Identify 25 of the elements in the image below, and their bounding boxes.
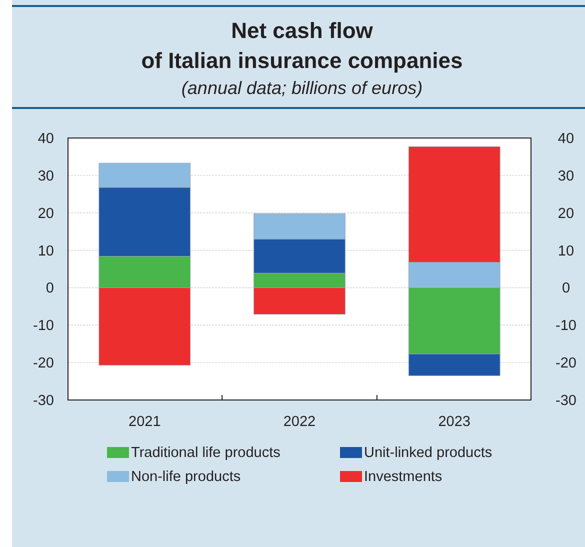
y2-tick-label: -10 — [556, 318, 576, 334]
legend-label: Investments — [364, 469, 442, 485]
legend-label: Traditional life products — [131, 445, 280, 461]
y-tick-label: 30 — [38, 168, 54, 184]
x-tick-label: 2022 — [283, 414, 316, 430]
y2-tick-label: 30 — [558, 168, 574, 184]
y2-tick-label: -30 — [556, 393, 576, 409]
legend-label: Unit-linked products — [364, 445, 492, 461]
y2-tick-label: 40 — [558, 131, 574, 147]
y-tick-label: 40 — [38, 131, 54, 147]
chart-subtitle: (annual data; billions of euros) — [181, 78, 423, 98]
x-tick-label: 2023 — [438, 414, 470, 430]
y-tick-label: -20 — [33, 356, 54, 372]
y-tick-label: 0 — [46, 280, 54, 297]
chart-title: Net cash flow of Italian insurance companies — [141, 18, 463, 73]
y-tick-label: -30 — [33, 393, 54, 409]
x-tick-label: 2021 — [128, 414, 161, 430]
y2-tick-label: 10 — [558, 243, 574, 260]
y2-tick-label: -20 — [556, 356, 576, 372]
y2-tick-label: 0 — [562, 280, 570, 297]
legend-label: Non-life products — [131, 469, 241, 485]
y-tick-label: -10 — [33, 318, 54, 334]
y-tick-label: 20 — [38, 206, 54, 222]
y-tick-label: 10 — [38, 243, 54, 260]
y2-tick-label: 20 — [558, 206, 574, 222]
